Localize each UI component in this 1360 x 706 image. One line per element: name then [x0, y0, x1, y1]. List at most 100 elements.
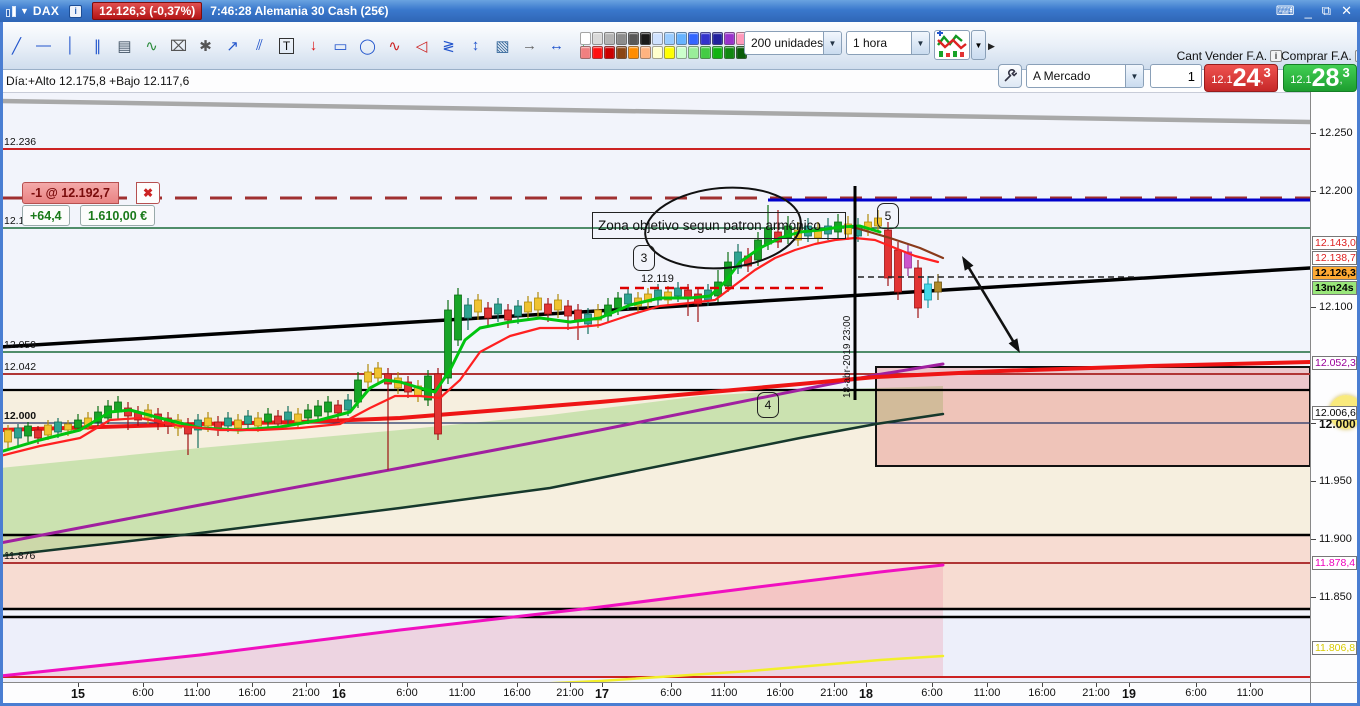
- color-swatch[interactable]: [628, 46, 639, 59]
- price-note-label[interactable]: 12.119: [641, 273, 674, 285]
- y-tick-mark: [1311, 191, 1316, 192]
- color-swatch[interactable]: [604, 46, 615, 59]
- tool-pitchfork-button[interactable]: ≷: [436, 32, 461, 59]
- symbol-name[interactable]: DAX: [32, 4, 60, 18]
- color-swatch[interactable]: [688, 46, 699, 59]
- color-swatch[interactable]: [616, 46, 627, 59]
- x-tick-mark: [1042, 683, 1043, 687]
- chevron-down-icon[interactable]: ▼: [911, 32, 929, 54]
- x-tick-mark: [1129, 683, 1130, 687]
- tool-forecast-area-button[interactable]: ▧: [490, 32, 515, 59]
- tool-indicator-list-button[interactable]: ▤: [112, 32, 137, 59]
- sell-label: Vender F.A. i: [1205, 49, 1283, 63]
- close-position-icon[interactable]: ✖: [136, 182, 160, 204]
- color-swatch[interactable]: [580, 32, 591, 45]
- sell-button[interactable]: 12.1 24 , 3: [1204, 64, 1278, 92]
- info-icon[interactable]: i: [1270, 50, 1283, 62]
- color-swatch[interactable]: [616, 32, 627, 45]
- order-settings-button[interactable]: [998, 64, 1022, 88]
- y-axis-price-label: 13m24s: [1312, 281, 1357, 295]
- y-axis-tick-label: 12.100: [1319, 301, 1353, 313]
- quantity-input[interactable]: [1150, 64, 1202, 88]
- color-swatch[interactable]: [580, 46, 591, 59]
- chart-style-button[interactable]: [934, 30, 970, 60]
- order-type-select[interactable]: A Mercado ▼: [1026, 64, 1144, 88]
- color-swatch[interactable]: [700, 46, 711, 59]
- chart-style-dropdown-arrow[interactable]: ▼: [971, 30, 986, 60]
- tool-continue-arrow-button[interactable]: →: [517, 32, 542, 59]
- x-axis-tick-label: 17: [595, 687, 609, 701]
- color-swatch[interactable]: [724, 46, 735, 59]
- tool-delete-drawing-button[interactable]: ⌧: [166, 32, 191, 59]
- x-tick-mark: [78, 683, 79, 687]
- position-badge[interactable]: -1 @ 12.192,7: [22, 182, 119, 204]
- chevron-down-icon[interactable]: ▼: [1125, 65, 1143, 87]
- tool-expand-segment-button[interactable]: ↗: [220, 32, 245, 59]
- tool-line-segment-button[interactable]: ╱: [4, 32, 29, 59]
- tool-triangle-pattern-button[interactable]: ◁: [409, 32, 434, 59]
- annotation-text-box[interactable]: Zona objetivo segun patron armónico: [592, 212, 846, 239]
- timeframe-select[interactable]: 1 hora ▼: [846, 31, 930, 55]
- tool-zigzag-pattern-button[interactable]: ∿: [382, 32, 407, 59]
- wave-label-4[interactable]: 4: [757, 392, 779, 418]
- x-axis-tick-label: 16: [332, 687, 346, 701]
- tool-ellipse-drawing-button[interactable]: ◯: [355, 32, 380, 59]
- restore-button[interactable]: ⧉: [1321, 3, 1332, 18]
- wave-label-3[interactable]: 3: [633, 245, 655, 271]
- y-tick-mark: [1311, 307, 1316, 308]
- tool-vertical-line-button[interactable]: │: [58, 32, 83, 59]
- color-swatch[interactable]: [700, 32, 711, 45]
- tool-horizontal-measure-button[interactable]: ↔: [544, 32, 569, 59]
- tool-horizontal-segment-button[interactable]: ―: [31, 32, 56, 59]
- tool-buy-marker-button[interactable]: ↑: [571, 32, 596, 59]
- symbol-dropdown-caret-icon[interactable]: ▼: [20, 6, 29, 16]
- price-axis[interactable]: 12.30012.25012.20012.10012.00011.95011.9…: [1310, 69, 1360, 682]
- y-axis-price-label: 12.006,6: [1312, 406, 1357, 420]
- color-swatch[interactable]: [676, 32, 687, 45]
- buy-button[interactable]: 12.1 28 , 3: [1283, 64, 1357, 92]
- color-swatch[interactable]: [592, 32, 603, 45]
- time-axis[interactable]: 15 6:00 11:00 16:00 21:00 16 6:00 11:00 16:00 21:…: [0, 682, 1310, 703]
- close-button[interactable]: ✕: [1341, 3, 1352, 18]
- color-swatch[interactable]: [628, 32, 639, 45]
- color-palette: [580, 32, 747, 59]
- units-select[interactable]: 200 unidades ▼: [744, 31, 842, 55]
- y-axis-price-label: 12.126,3: [1312, 266, 1357, 280]
- x-tick-mark: [932, 683, 933, 687]
- minimize-button[interactable]: _: [1304, 3, 1312, 19]
- parallel-channel-icon: ⫽: [256, 37, 263, 54]
- color-swatch[interactable]: [640, 46, 651, 59]
- x-tick-mark: [780, 683, 781, 687]
- tool-rectangle-drawing-button[interactable]: ▭: [328, 32, 353, 59]
- color-swatch[interactable]: [664, 32, 675, 45]
- chevron-down-icon[interactable]: ▼: [823, 32, 841, 54]
- color-swatch[interactable]: [652, 46, 663, 59]
- tool-parallel-lines-button[interactable]: ∥: [85, 32, 110, 59]
- panel-collapse-handle[interactable]: ▶: [988, 40, 995, 51]
- color-swatch[interactable]: [688, 32, 699, 45]
- x-axis-tick-label: 21:00: [292, 687, 320, 699]
- tool-sell-marker-button[interactable]: ↓: [301, 32, 326, 59]
- info-icon[interactable]: i: [69, 4, 83, 18]
- tool-drawing-tools-button[interactable]: ✱: [193, 32, 218, 59]
- x-axis-tick-label: 6:00: [1185, 687, 1207, 699]
- keyboard-icon[interactable]: ⌨: [1275, 3, 1295, 18]
- tool-parallel-channel-button[interactable]: ⫽: [247, 32, 272, 59]
- color-swatch[interactable]: [604, 32, 615, 45]
- color-swatch[interactable]: [592, 46, 603, 59]
- color-swatch[interactable]: [676, 46, 687, 59]
- color-swatch[interactable]: [724, 32, 735, 45]
- color-swatch[interactable]: [664, 46, 675, 59]
- x-tick-mark: [517, 683, 518, 687]
- tool-vertical-range-button[interactable]: ↕: [463, 32, 488, 59]
- color-swatch[interactable]: [640, 32, 651, 45]
- color-swatch[interactable]: [712, 32, 723, 45]
- color-swatch[interactable]: [652, 32, 663, 45]
- color-swatch[interactable]: [712, 46, 723, 59]
- x-tick-mark: [252, 683, 253, 687]
- wave-label-5[interactable]: 5: [877, 203, 899, 229]
- tool-text-note-button[interactable]: T: [274, 32, 299, 59]
- tool-trend-channel-button[interactable]: ∿: [139, 32, 164, 59]
- text-note-icon: T: [278, 37, 295, 54]
